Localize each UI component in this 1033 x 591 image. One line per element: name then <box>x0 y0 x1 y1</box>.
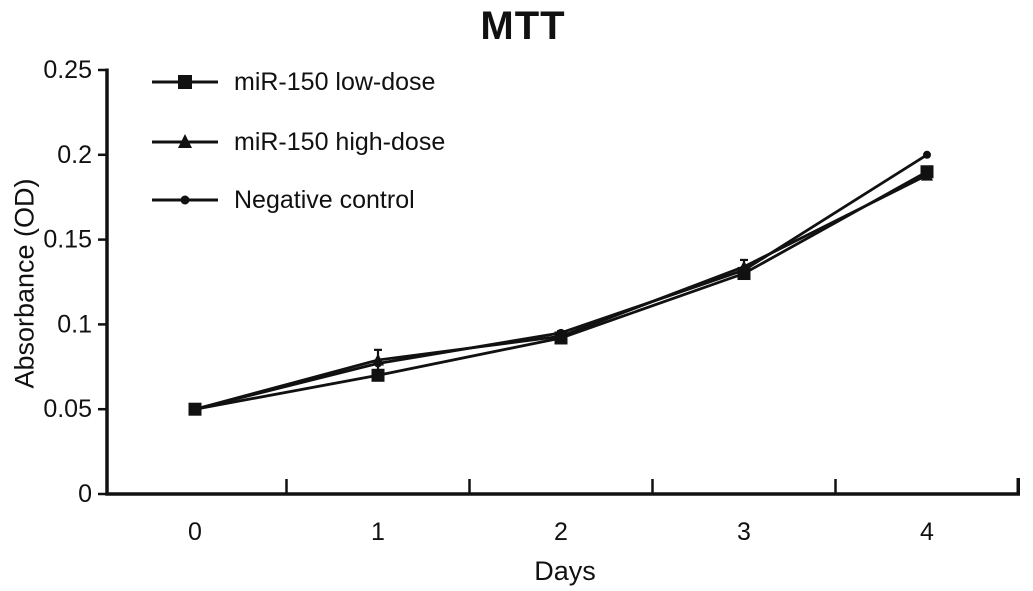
marker-dot <box>557 328 565 337</box>
marker-dot <box>923 150 931 159</box>
chart-title: MTT <box>480 4 566 48</box>
x-tick-label: 0 <box>188 518 202 546</box>
x-tick-label: 3 <box>737 518 751 546</box>
triangle-marker-icon <box>152 134 218 148</box>
marker-triangle <box>921 168 933 181</box>
marker-dot <box>374 359 382 368</box>
marker-dot <box>740 266 748 275</box>
y-tick-label: 0.15 <box>43 226 92 254</box>
y-tick-label: 0.05 <box>43 395 92 423</box>
legend-item-low-dose: miR-150 low-dose <box>150 68 435 96</box>
x-tick-label: 1 <box>371 518 385 546</box>
legend-item-high-dose: miR-150 high-dose <box>150 128 445 156</box>
square-marker-icon <box>152 75 218 89</box>
x-tick-label: 2 <box>554 518 568 546</box>
marker-square <box>371 368 385 382</box>
legend-label: Negative control <box>234 185 415 214</box>
legend-label: miR-150 high-dose <box>234 127 446 156</box>
x-axis-label: Days <box>534 556 596 586</box>
y-tick-label: 0.25 <box>43 56 92 84</box>
legend-label: miR-150 low-dose <box>234 67 436 96</box>
y-tick-label: 0.1 <box>57 310 92 338</box>
x-tick-label: 4 <box>920 518 934 546</box>
y-tick-label: 0.2 <box>57 141 92 169</box>
legend-item-negative-control: Negative control <box>150 186 415 214</box>
marker-dot <box>191 405 199 414</box>
y-tick-label: 0 <box>78 480 92 508</box>
dot-marker-icon <box>152 195 218 205</box>
